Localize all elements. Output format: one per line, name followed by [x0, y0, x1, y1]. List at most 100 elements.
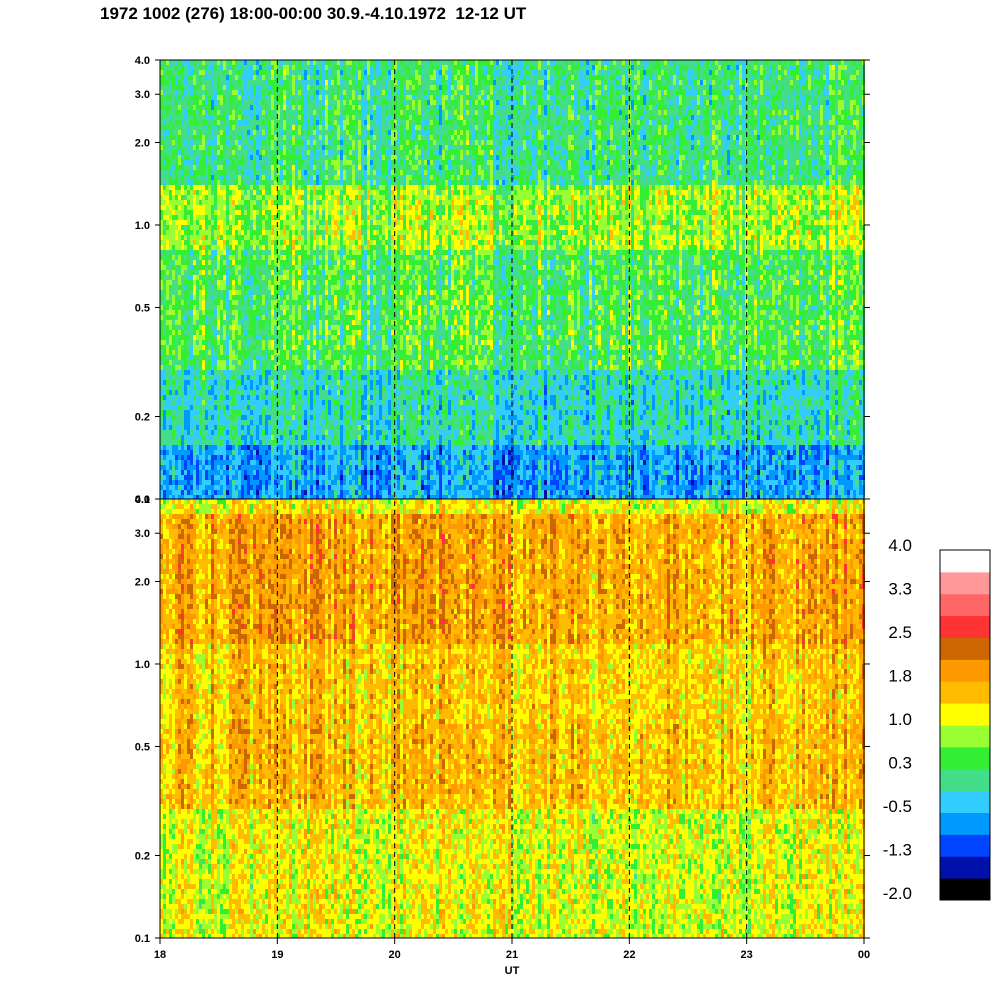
heatmap-cell [301, 240, 304, 245]
heatmap-cell [265, 435, 268, 440]
heatmap-cell [256, 425, 259, 430]
heatmap-cell [271, 420, 274, 425]
heatmap-cell [160, 140, 163, 145]
heatmap-cell [208, 260, 211, 265]
heatmap-cell [259, 340, 262, 345]
heatmap-cell [244, 115, 247, 120]
heatmap-cell [280, 405, 283, 410]
heatmap-cell [277, 465, 280, 470]
heatmap-cell [229, 200, 232, 205]
heatmap-cell [322, 285, 325, 290]
heatmap-cell [229, 175, 232, 180]
heatmap-cell [259, 185, 262, 190]
heatmap-cell [295, 290, 298, 295]
heatmap-cell [202, 265, 205, 270]
heatmap-cell [283, 225, 286, 230]
heatmap-cell [244, 145, 247, 150]
heatmap-cell [184, 80, 187, 85]
heatmap-cell [214, 305, 217, 310]
heatmap-cell [172, 370, 175, 375]
heatmap-cell [226, 320, 229, 325]
heatmap-cell [226, 175, 229, 180]
heatmap-cell [217, 115, 220, 120]
heatmap-cell [313, 125, 316, 130]
heatmap-cell [280, 185, 283, 190]
heatmap-cell [160, 335, 163, 340]
heatmap-cell [316, 195, 319, 200]
heatmap-cell [298, 380, 301, 385]
heatmap-cell [247, 345, 250, 350]
heatmap-cell [223, 165, 226, 170]
heatmap-cell [193, 480, 196, 485]
heatmap-cell [196, 350, 199, 355]
heatmap-cell [256, 165, 259, 170]
heatmap-cell [178, 165, 181, 170]
heatmap-cell [316, 445, 319, 450]
heatmap-cell [223, 195, 226, 200]
heatmap-cell [184, 370, 187, 375]
heatmap-cell [289, 350, 292, 355]
heatmap-cell [208, 290, 211, 295]
heatmap-cell [229, 155, 232, 160]
heatmap-cell [310, 470, 313, 475]
heatmap-cell [193, 290, 196, 295]
heatmap-cell [322, 180, 325, 185]
heatmap-cell [295, 245, 298, 250]
heatmap-cell [208, 95, 211, 100]
heatmap-cell [193, 80, 196, 85]
heatmap-cell [175, 300, 178, 305]
heatmap-cell [178, 80, 181, 85]
heatmap-cell [307, 185, 310, 190]
heatmap-cell [286, 455, 289, 460]
heatmap-cell [178, 275, 181, 280]
heatmap-cell [304, 470, 307, 475]
heatmap-cell [274, 390, 277, 395]
heatmap-cell [256, 150, 259, 155]
heatmap-cell [187, 295, 190, 300]
heatmap-cell [217, 125, 220, 130]
heatmap-cell [262, 190, 265, 195]
heatmap-cell [283, 155, 286, 160]
heatmap-cell [169, 100, 172, 105]
heatmap-cell [289, 335, 292, 340]
heatmap-cell [235, 215, 238, 220]
heatmap-cell [268, 105, 271, 110]
heatmap-cell [325, 75, 328, 80]
heatmap-cell [181, 60, 184, 65]
heatmap-cell [277, 245, 280, 250]
heatmap-cell [184, 110, 187, 115]
heatmap-cell [202, 220, 205, 225]
heatmap-cell [313, 340, 316, 345]
heatmap-cell [259, 380, 262, 385]
heatmap-cell [319, 420, 322, 425]
heatmap-cell [271, 300, 274, 305]
heatmap-cell [181, 340, 184, 345]
heatmap-cell [310, 425, 313, 430]
heatmap-cell [232, 290, 235, 295]
heatmap-cell [319, 430, 322, 435]
heatmap-cell [196, 165, 199, 170]
heatmap-cell [178, 420, 181, 425]
heatmap-cell [283, 160, 286, 165]
heatmap-cell [226, 360, 229, 365]
heatmap-cell [163, 195, 166, 200]
heatmap-cell [244, 480, 247, 485]
heatmap-cell [223, 475, 226, 480]
heatmap-cell [298, 405, 301, 410]
heatmap-cell [208, 110, 211, 115]
heatmap-cell [187, 300, 190, 305]
heatmap-cell [223, 190, 226, 195]
heatmap-cell [259, 310, 262, 315]
heatmap-cell [274, 110, 277, 115]
heatmap-cell [235, 445, 238, 450]
heatmap-cell [277, 460, 280, 465]
heatmap-cell [172, 190, 175, 195]
heatmap-cell [235, 355, 238, 360]
heatmap-cell [262, 390, 265, 395]
heatmap-cell [322, 400, 325, 405]
heatmap-cell [292, 75, 295, 80]
heatmap-cell [277, 145, 280, 150]
heatmap-cell [307, 400, 310, 405]
heatmap-cell [271, 375, 274, 380]
heatmap-cell [160, 265, 163, 270]
